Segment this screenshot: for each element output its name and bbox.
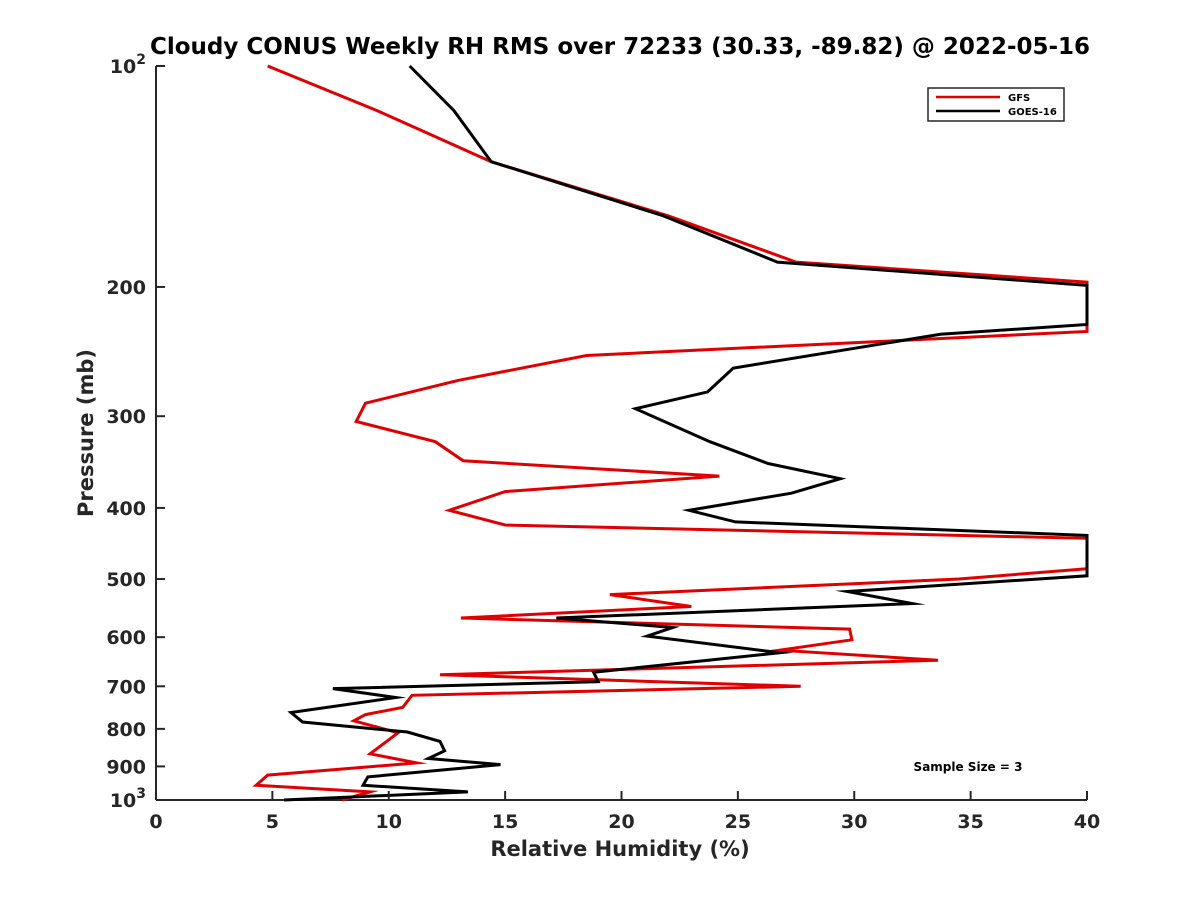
y-axis-label: Pressure (mb) [74,349,98,517]
y-tick-label: 102 [110,52,146,78]
x-tick-label: 15 [492,811,518,833]
series-line-goes-16 [283,64,1089,802]
y-tick-label: 500 [106,569,146,591]
x-tick-label: 30 [841,811,867,833]
series-layer [252,64,1089,802]
y-tick-label: 700 [106,676,146,698]
series-line-gfs [252,64,1089,802]
x-axis-label: Relative Humidity (%) [490,837,749,861]
y-tick-label: 400 [106,498,146,520]
x-tick-label: 35 [957,811,983,833]
y-tick-label: 800 [106,719,146,741]
x-tick-label: 5 [266,811,279,833]
legend: GFS GOES-16 [927,87,1065,122]
ticks-layer: 0 5 10 15 20 25 30 35 40 102 200 300 400 500 600 700 800… [106,52,1100,833]
y-tick-label: 200 [106,277,146,299]
y-tick-label: 300 [106,406,146,428]
legend-label: GOES-16 [1008,107,1057,118]
y-tick-label: 600 [106,627,146,649]
legend-label: GFS [1008,93,1030,104]
x-tick-label: 0 [149,811,162,833]
legend-box [927,87,1065,122]
chart-title: Cloudy CONUS Weekly RH RMS over 72233 (3… [150,34,1090,60]
x-tick-label: 25 [725,811,751,833]
x-tick-label: 40 [1074,811,1100,833]
y-tick-label: 103 [110,786,146,812]
x-tick-label: 10 [376,811,402,833]
y-tick-label: 900 [106,756,146,778]
sample-size-annotation: Sample Size = 3 [914,760,1023,774]
x-tick-label: 20 [608,811,634,833]
